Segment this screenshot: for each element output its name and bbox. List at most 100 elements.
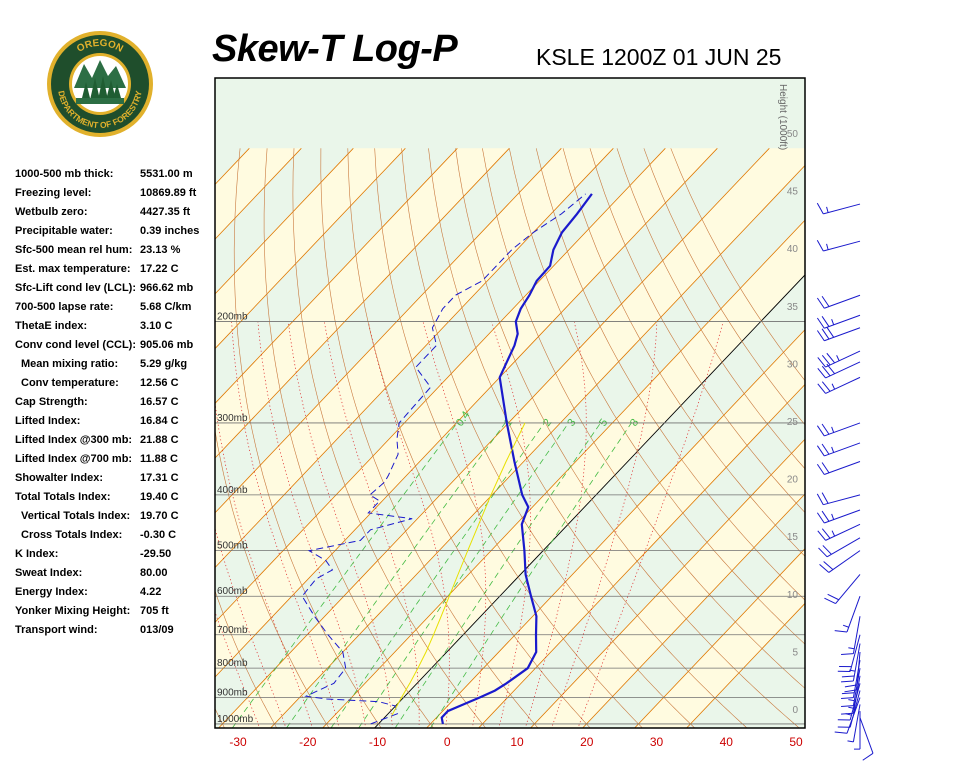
- wind-barb-flag: [826, 326, 835, 338]
- index-label: Total Totals Index:: [15, 491, 111, 503]
- index-row: 1000-500 mb thick: 5531.00 m: [15, 168, 215, 187]
- wind-barb-staff: [846, 596, 861, 633]
- height-tick-label: 35: [787, 302, 799, 313]
- index-value: 11.88 C: [140, 453, 178, 465]
- plot-background: [215, 78, 805, 728]
- mixing-ratio-line: [330, 422, 545, 728]
- x-tick-label: 0: [444, 735, 451, 749]
- wind-barb-staff: [849, 634, 861, 672]
- index-value: 16.84 C: [140, 415, 179, 427]
- index-row: Lifted Index @700 mb: 11.88 C: [15, 453, 215, 472]
- dry-adiabat: [589, 148, 805, 514]
- x-tick-label: -20: [299, 735, 317, 749]
- wind-barb-flag: [821, 492, 829, 504]
- index-label: Lifted Index @700 mb:: [15, 453, 133, 465]
- wind-barb-staff: [824, 442, 861, 457]
- wind-barb-flag: [841, 712, 854, 715]
- height-tick-label: 15: [787, 532, 799, 543]
- index-label: Sfc-500 mean rel hum:: [15, 244, 133, 256]
- wind-barb-flag: [818, 547, 828, 558]
- index-row: 700-500 lapse rate: 5.68 C/km: [15, 301, 215, 320]
- dry-adiabat: [292, 148, 487, 728]
- wind-barb-half-flag: [831, 530, 836, 537]
- wind-barb-flag: [826, 352, 836, 364]
- index-row: Sweat Index: 80.00: [15, 567, 215, 586]
- index-value: 23.13 %: [140, 244, 181, 256]
- index-label: Conv cond level (CCL):: [15, 339, 137, 351]
- dry-adiabat: [643, 148, 805, 426]
- moist-adiabat: [215, 400, 313, 728]
- isotherm: [634, 548, 805, 728]
- wind-barb-staff: [824, 314, 861, 329]
- wind-barb: [816, 314, 861, 329]
- mixing-ratio-line: [358, 422, 569, 728]
- index-row: ThetaE index: 3.10 C: [15, 320, 215, 339]
- index-value: 19.40 C: [140, 491, 179, 503]
- moist-adiabat: [367, 321, 450, 728]
- index-row: Cap Strength: 16.57 C: [15, 396, 215, 415]
- svg-text:OREGON: OREGON: [75, 38, 125, 55]
- wind-barb-flag: [821, 528, 831, 539]
- wind-barb-flag: [816, 493, 824, 505]
- dry-adiabat: [482, 148, 805, 689]
- wind-barb-flag: [817, 357, 826, 368]
- index-label: Cap Strength:: [15, 396, 88, 408]
- wind-barb: [816, 326, 861, 342]
- wind-barb-flag: [821, 381, 831, 392]
- wind-barb-flag: [827, 593, 840, 601]
- wind-barb-flag: [844, 684, 858, 688]
- index-value: 966.62 mb: [140, 282, 194, 294]
- isotherm: [0, 148, 93, 736]
- index-label: 700-500 lapse rate:: [15, 301, 114, 313]
- wind-barb-half-flag: [831, 513, 835, 520]
- wind-barb-staff: [849, 690, 861, 728]
- index-row: Energy Index: 4.22: [15, 586, 215, 605]
- isotherm: [215, 148, 562, 514]
- pressure-label: 1000mb: [217, 714, 254, 725]
- index-label: Est. max temperature:: [15, 263, 131, 275]
- wind-barb: [847, 704, 861, 743]
- isotherm: [218, 148, 770, 728]
- index-label: Mean mixing ratio:: [21, 358, 119, 370]
- index-value: 3.10 C: [140, 320, 173, 332]
- index-value: -0.30 C: [140, 529, 177, 541]
- isotherm: [215, 148, 510, 459]
- wind-barb-half-flag: [826, 206, 829, 213]
- index-value: 16.57 C: [140, 396, 179, 408]
- wind-barb: [819, 550, 861, 573]
- wind-barb-flag: [816, 463, 825, 475]
- wind-barb-flag: [841, 692, 855, 695]
- x-tick-label: 30: [650, 735, 664, 749]
- wind-barb: [818, 537, 861, 558]
- index-label: Showalter Index:: [15, 472, 104, 484]
- index-label: Cross Totals Index:: [21, 529, 123, 541]
- wind-barb-flag: [816, 202, 824, 215]
- moist-adiabat: [577, 321, 724, 728]
- wind-barb: [834, 596, 861, 633]
- index-row: K Index: -29.50: [15, 548, 215, 567]
- oregon-dept-forestry-logo: OREGON DEPARTMENT OF FORESTRY: [47, 31, 153, 137]
- wind-barb-staff: [852, 616, 861, 654]
- wind-barb: [816, 422, 861, 437]
- dry-adiabat: [103, 148, 176, 736]
- height-tick-label: 40: [787, 244, 799, 255]
- wind-barb-staff: [823, 240, 861, 252]
- isotherm: [478, 383, 805, 728]
- wind-barb-flag: [821, 365, 831, 377]
- height-axis-label: Height (1000ft): [777, 84, 788, 150]
- isotherm: [270, 164, 805, 728]
- isotherm: [582, 493, 805, 728]
- wind-barb-half-flag: [831, 319, 835, 325]
- index-label: Freezing level:: [15, 187, 92, 199]
- pressure-label: 500mb: [217, 541, 248, 552]
- index-label: ThetaE index:: [15, 320, 88, 332]
- isotherm: [426, 329, 805, 728]
- wind-barb-staff: [835, 574, 861, 604]
- dry-adiabat: [562, 148, 805, 557]
- dry-adiabat: [320, 148, 539, 728]
- x-tick-label: -10: [369, 735, 387, 749]
- dry-adiabat: [233, 148, 382, 728]
- plot-area: 0.4 1 2 3 5 8200mb300mb400mb500mb600mb700mb80…: [0, 78, 805, 736]
- wind-barb-staff: [852, 704, 861, 742]
- mixing-ratio-line: [286, 422, 506, 728]
